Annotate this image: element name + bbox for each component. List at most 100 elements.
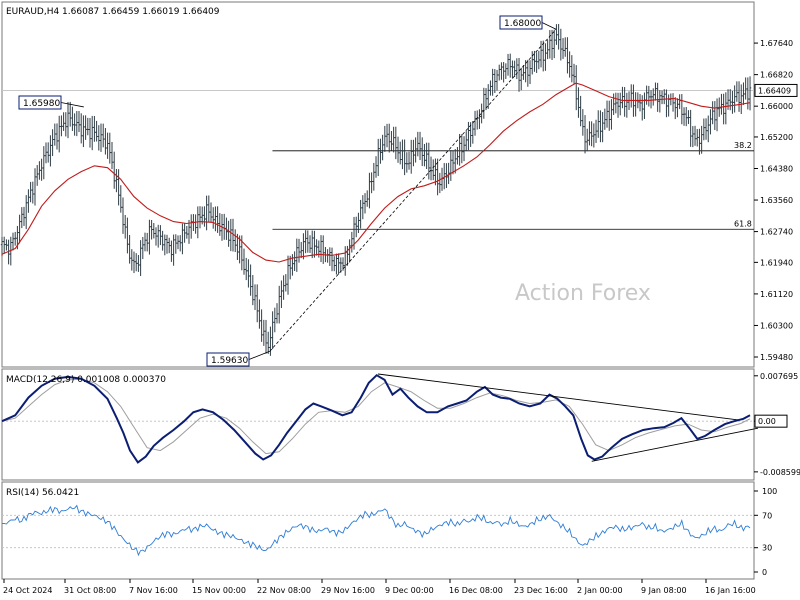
candle	[55, 123, 59, 150]
candle	[330, 247, 334, 272]
candle	[304, 230, 307, 254]
candle	[687, 110, 690, 125]
candle	[203, 206, 206, 227]
candle	[509, 53, 512, 78]
candle	[187, 219, 191, 244]
macd-trendline-2	[591, 427, 759, 462]
candle	[612, 93, 615, 115]
annotation-1-68000-connector	[541, 22, 557, 30]
candle	[273, 307, 277, 333]
candle	[682, 107, 686, 126]
price-panel-frame	[1, 1, 755, 368]
candle	[513, 60, 516, 78]
candle	[355, 216, 358, 238]
candle	[403, 139, 406, 176]
candle	[7, 239, 10, 265]
candle	[643, 92, 646, 119]
candle	[748, 76, 752, 111]
candle	[130, 249, 134, 271]
price-y-tick-label: 1.67640	[760, 39, 793, 48]
macd-main-line	[1, 373, 751, 464]
candle	[599, 110, 602, 143]
candle	[80, 113, 83, 144]
candle	[460, 134, 464, 164]
candle	[183, 223, 186, 243]
candle	[5, 239, 8, 251]
candle	[458, 133, 461, 166]
candle	[674, 97, 677, 120]
x-tick-label: 31 Oct 08:00	[64, 586, 116, 595]
candle	[742, 82, 745, 105]
candle	[654, 82, 657, 101]
candle	[157, 224, 160, 248]
candle	[271, 311, 274, 350]
candle	[711, 101, 714, 125]
candle	[20, 207, 24, 229]
macd-trendline-1	[377, 373, 739, 421]
candle	[526, 59, 530, 87]
annotation-1-65980: 1.65980	[18, 95, 84, 110]
candle	[31, 181, 35, 204]
candle	[484, 88, 488, 111]
rsi-header: RSI(14) 56.0421	[6, 488, 79, 498]
candle	[480, 103, 483, 124]
candle	[132, 251, 136, 274]
candle	[207, 195, 211, 223]
candle	[350, 231, 354, 253]
candle	[476, 110, 479, 130]
candle	[73, 113, 76, 136]
candle	[245, 257, 248, 281]
candle	[295, 238, 299, 272]
candle	[621, 86, 624, 109]
candle	[214, 206, 217, 232]
candle	[170, 240, 173, 262]
candle	[181, 223, 184, 255]
candle	[251, 275, 255, 306]
candle	[434, 158, 437, 186]
macd-header: MACD(12,26,9) 0.001008 0.000370	[6, 375, 166, 385]
candle	[185, 225, 189, 239]
candle	[702, 118, 706, 141]
candle	[588, 121, 591, 146]
candle	[385, 123, 389, 148]
macd-y-tick-label: 0.007695	[760, 372, 798, 381]
candle	[38, 161, 41, 180]
candle	[168, 237, 171, 254]
candle	[410, 139, 413, 174]
candle	[715, 98, 719, 132]
macd-zero-tag-text: 0.00	[758, 417, 776, 426]
candle	[559, 28, 563, 61]
candle	[590, 121, 593, 147]
candle	[517, 58, 521, 92]
candle	[104, 128, 107, 155]
candle	[601, 111, 604, 143]
candle	[432, 159, 435, 181]
candle	[3, 236, 6, 254]
price-y-tick-label: 1.66820	[760, 71, 793, 80]
candle	[533, 50, 536, 72]
price-y-tick-label: 1.65200	[760, 133, 793, 142]
candle	[14, 231, 17, 246]
candle	[260, 309, 263, 342]
candle	[27, 189, 30, 213]
candle	[311, 230, 314, 259]
candle	[394, 126, 398, 160]
candle	[603, 108, 607, 130]
candle	[451, 150, 455, 175]
candle	[550, 29, 554, 60]
candle	[720, 93, 723, 115]
candle	[137, 255, 140, 272]
candle	[64, 112, 68, 137]
candle	[473, 110, 477, 136]
annotation-1-65980-text: 1.65980	[23, 99, 60, 109]
candle	[97, 125, 101, 151]
candle	[669, 93, 673, 106]
candle	[172, 234, 175, 266]
candle	[634, 92, 637, 117]
candle	[58, 115, 61, 153]
candle	[443, 163, 446, 190]
candle	[18, 214, 21, 244]
current-price-tag-box	[754, 83, 798, 97]
